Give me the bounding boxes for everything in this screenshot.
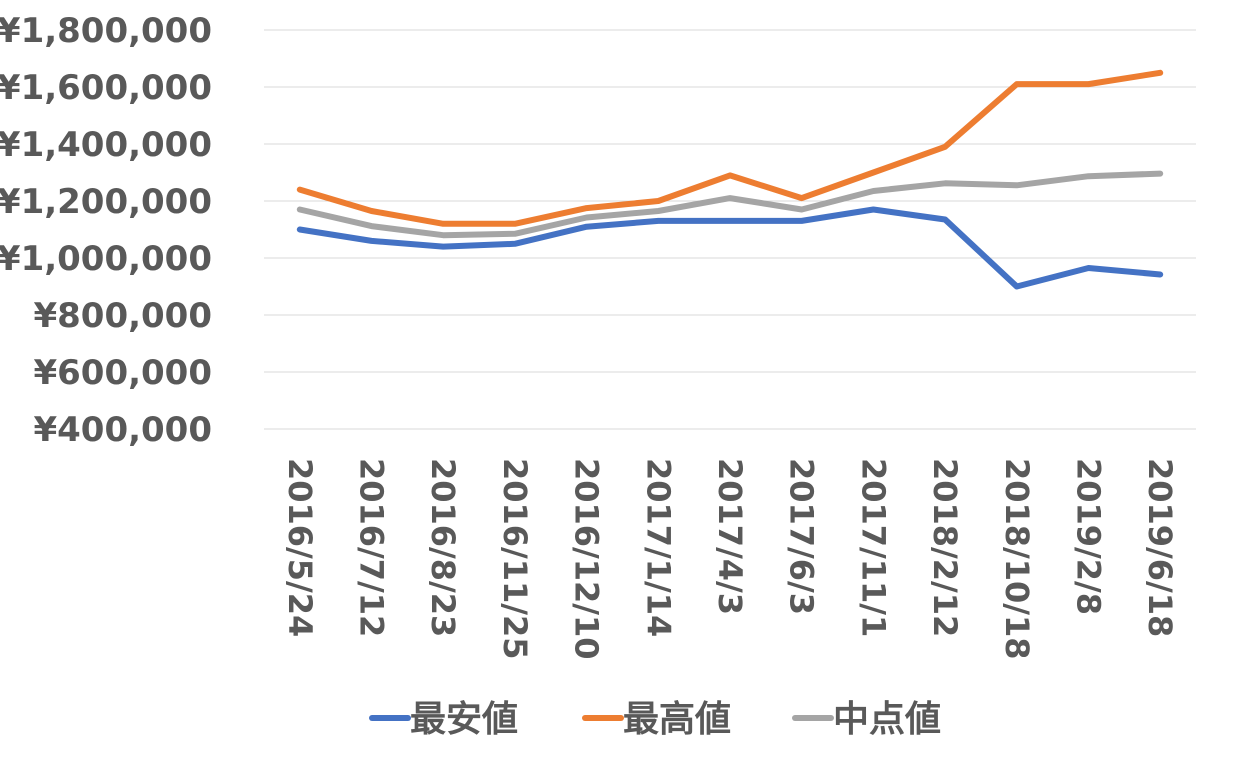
- x-tick-label: 2019/2/8: [1069, 458, 1107, 615]
- y-tick-label: ¥400,000: [33, 410, 212, 450]
- legend-label: 最安値: [410, 699, 518, 740]
- series-lines: [296, 69, 1164, 290]
- series-line-3: [296, 170, 1164, 239]
- x-tick-label: 2018/2/12: [926, 458, 964, 637]
- legend-label: 中点値: [833, 699, 941, 740]
- series-line-1: [296, 206, 1164, 290]
- y-tick-label: ¥1,000,000: [0, 239, 212, 279]
- x-tick-label: 2016/7/12: [353, 458, 391, 637]
- x-tick-label: 2018/10/18: [998, 458, 1036, 660]
- y-tick-label: ¥1,800,000: [0, 11, 212, 51]
- x-tick-label: 2016/12/10: [568, 458, 606, 660]
- x-tick-label: 2017/4/3: [711, 458, 749, 615]
- x-tick-label: 2016/5/24: [281, 458, 319, 637]
- x-tick-label: 2017/6/3: [783, 458, 821, 615]
- legend: 最安値 最高値 中点値: [369, 699, 941, 740]
- y-tick-label: ¥1,200,000: [0, 182, 212, 222]
- x-tick-label: 2017/1/14: [639, 458, 677, 637]
- series-line-2: [296, 69, 1164, 227]
- legend-label: 最高値: [623, 699, 731, 740]
- x-tick-label: 2016/8/23: [424, 458, 462, 637]
- x-axis: 2016/5/24 2016/7/12 2016/8/23 2016/11/25 201…: [281, 458, 1179, 660]
- x-tick-label: 2019/6/18: [1141, 458, 1179, 637]
- x-tick-label: 2017/11/1: [854, 458, 892, 637]
- y-tick-label: ¥800,000: [33, 296, 212, 336]
- y-tick-label: ¥600,000: [33, 353, 212, 393]
- y-axis: ¥400,000 ¥600,000 ¥800,000 ¥1,000,000 ¥1,200…: [0, 11, 212, 450]
- y-tick-label: ¥1,400,000: [0, 125, 212, 165]
- x-tick-label: 2016/11/25: [496, 458, 534, 660]
- y-tick-label: ¥1,600,000: [0, 68, 212, 108]
